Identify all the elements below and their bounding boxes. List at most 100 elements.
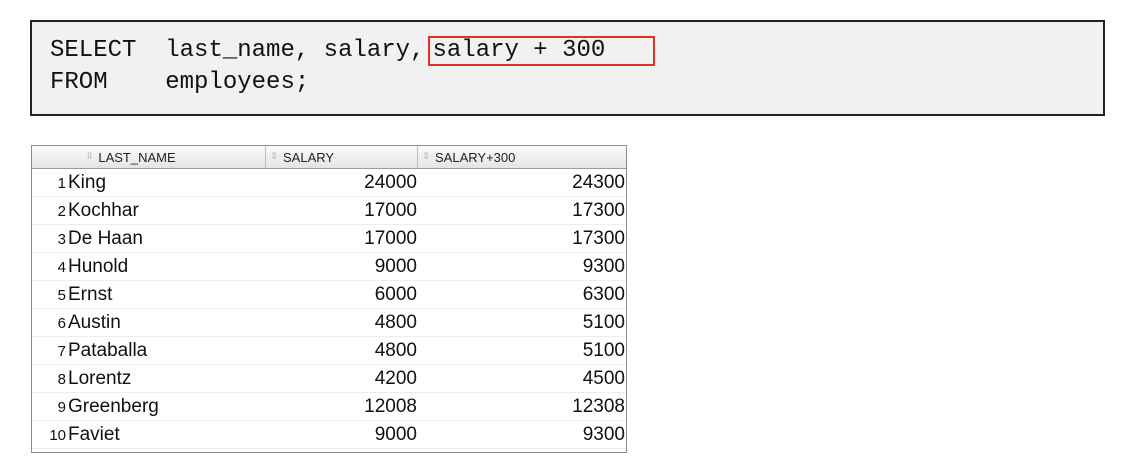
- salary-value: 17000: [364, 228, 417, 249]
- cell-salary[interactable]: 6000: [266, 281, 418, 309]
- cell-salary[interactable]: 9000: [266, 421, 418, 449]
- row-number: 5: [57, 287, 66, 304]
- sql-query-box: SELECT last_name, salary, salary + 300 FR…: [30, 20, 1105, 116]
- salary-300-value: 24300: [572, 172, 625, 193]
- column-header-last-name[interactable]: ⇳ LAST_NAME: [32, 146, 266, 168]
- row-number: 10: [49, 427, 66, 444]
- table-row[interactable]: 7 Pataballa 4800 5100: [32, 337, 626, 365]
- column-header-label: SALARY+300: [435, 149, 516, 165]
- row-number: 2: [57, 203, 66, 220]
- row-number: 1: [57, 175, 66, 192]
- sql-select-columns: last_name, salary,: [165, 37, 425, 64]
- cell-last-name[interactable]: 10 Faviet: [32, 421, 266, 449]
- salary-300-value: 9300: [582, 256, 625, 277]
- salary-value: 24000: [364, 172, 417, 193]
- salary-value: 9000: [374, 256, 417, 277]
- table-row[interactable]: 10 Faviet 9000 9300: [32, 421, 626, 449]
- salary-300-value: 17300: [572, 200, 625, 221]
- row-number: 4: [57, 259, 66, 276]
- last-name-value: Austin: [68, 312, 121, 333]
- cell-salary[interactable]: 4800: [266, 337, 418, 365]
- salary-300-value: 5100: [582, 340, 625, 361]
- cell-salary-300[interactable]: 9300: [418, 253, 626, 281]
- table-row[interactable]: 3 De Haan 17000 17300: [32, 225, 626, 253]
- sort-arrows-icon[interactable]: ⇳: [85, 151, 94, 162]
- results-header-row: ⇳ LAST_NAME ⇳ SALARY ⇳ SALARY+300: [32, 146, 626, 169]
- cell-salary[interactable]: 24000: [266, 169, 418, 197]
- table-row[interactable]: 4 Hunold 9000 9300: [32, 253, 626, 281]
- cell-salary-300[interactable]: 17300: [418, 197, 626, 225]
- sort-arrows-icon[interactable]: ⇳: [422, 151, 431, 162]
- cell-last-name[interactable]: 2 Kochhar: [32, 197, 266, 225]
- row-number: 8: [57, 371, 66, 388]
- cell-salary-300[interactable]: 12308: [418, 393, 626, 421]
- cell-salary[interactable]: 4200: [266, 365, 418, 393]
- cell-salary-300[interactable]: 6300: [418, 281, 626, 309]
- cell-salary-300[interactable]: 24300: [418, 169, 626, 197]
- cell-last-name[interactable]: 9 Greenberg: [32, 393, 266, 421]
- query-results-grid: ⇳ LAST_NAME ⇳ SALARY ⇳ SALARY+300 1 King 2…: [31, 145, 627, 453]
- table-row[interactable]: 1 King 24000 24300: [32, 169, 626, 197]
- cell-salary-300[interactable]: 5100: [418, 337, 626, 365]
- last-name-value: Kochhar: [68, 200, 139, 221]
- cell-last-name[interactable]: 8 Lorentz: [32, 365, 266, 393]
- cell-salary[interactable]: 9000: [266, 253, 418, 281]
- cell-salary[interactable]: 17000: [266, 225, 418, 253]
- column-header-label: LAST_NAME: [98, 149, 176, 165]
- last-name-value: Faviet: [68, 424, 120, 445]
- table-row[interactable]: 2 Kochhar 17000 17300: [32, 197, 626, 225]
- salary-value: 17000: [364, 200, 417, 221]
- row-number: 7: [57, 343, 66, 360]
- sql-line-select: SELECT last_name, salary, salary + 300: [50, 36, 656, 66]
- row-number: 9: [57, 399, 66, 416]
- cell-last-name[interactable]: 1 King: [32, 169, 266, 197]
- sql-table-name: employees;: [165, 69, 310, 96]
- sql-line-from: FROM employees;: [50, 68, 309, 98]
- salary-300-value: 12308: [572, 396, 625, 417]
- column-header-label: SALARY: [283, 149, 335, 165]
- cell-salary[interactable]: 12008: [266, 393, 418, 421]
- results-body: 1 King 24000 24300 2 Kochhar 17000 17300 3 De Haa…: [32, 169, 626, 449]
- salary-300-value: 4500: [582, 368, 625, 389]
- row-number: 6: [57, 315, 66, 332]
- last-name-value: Lorentz: [68, 368, 132, 389]
- salary-300-value: 6300: [582, 284, 625, 305]
- cell-salary[interactable]: 17000: [266, 197, 418, 225]
- last-name-value: Pataballa: [68, 340, 148, 361]
- cell-salary-300[interactable]: 9300: [418, 421, 626, 449]
- cell-last-name[interactable]: 5 Ernst: [32, 281, 266, 309]
- salary-value: 4200: [374, 368, 417, 389]
- last-name-value: De Haan: [68, 228, 143, 249]
- cell-last-name[interactable]: 6 Austin: [32, 309, 266, 337]
- highlighted-expression: salary + 300: [428, 36, 656, 66]
- salary-300-value: 5100: [582, 312, 625, 333]
- table-row[interactable]: 6 Austin 4800 5100: [32, 309, 626, 337]
- salary-value: 4800: [374, 312, 417, 333]
- cell-salary-300[interactable]: 4500: [418, 365, 626, 393]
- sql-keyword-select: SELECT: [50, 37, 137, 64]
- last-name-value: Greenberg: [68, 396, 159, 417]
- cell-salary-300[interactable]: 5100: [418, 309, 626, 337]
- cell-last-name[interactable]: 3 De Haan: [32, 225, 266, 253]
- table-row[interactable]: 9 Greenberg 12008 12308: [32, 393, 626, 421]
- row-number: 3: [57, 231, 66, 248]
- cell-last-name[interactable]: 7 Pataballa: [32, 337, 266, 365]
- table-row[interactable]: 8 Lorentz 4200 4500: [32, 365, 626, 393]
- sql-keyword-from: FROM: [50, 69, 108, 96]
- salary-300-value: 17300: [572, 228, 625, 249]
- cell-salary-300[interactable]: 17300: [418, 225, 626, 253]
- salary-value: 6000: [374, 284, 417, 305]
- salary-value: 4800: [374, 340, 417, 361]
- last-name-value: Hunold: [68, 256, 129, 277]
- salary-value: 9000: [374, 424, 417, 445]
- cell-last-name[interactable]: 4 Hunold: [32, 253, 266, 281]
- table-row[interactable]: 5 Ernst 6000 6300: [32, 281, 626, 309]
- column-header-salary[interactable]: ⇳ SALARY: [266, 146, 418, 168]
- sort-arrows-icon[interactable]: ⇳: [270, 151, 279, 162]
- last-name-value: Ernst: [68, 284, 113, 305]
- salary-300-value: 9300: [582, 424, 625, 445]
- column-header-salary-300[interactable]: ⇳ SALARY+300: [418, 146, 626, 168]
- last-name-value: King: [68, 172, 107, 193]
- cell-salary[interactable]: 4800: [266, 309, 418, 337]
- salary-value: 12008: [364, 396, 417, 417]
